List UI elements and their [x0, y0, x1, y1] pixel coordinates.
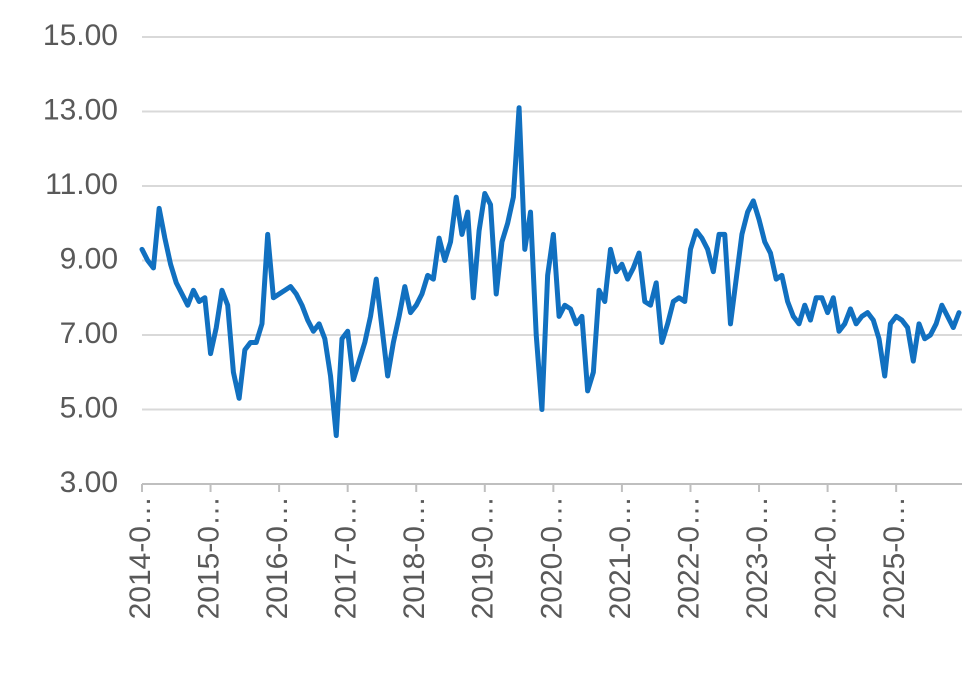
x-tick-label: 2018-0…	[398, 496, 431, 619]
x-tick-label: 2022-0…	[672, 496, 705, 619]
data-line	[139, 105, 962, 439]
x-tick-label: 2024-0…	[810, 496, 843, 619]
x-tick-label: 2016-0…	[261, 496, 294, 619]
y-tick-label: 3.00	[60, 466, 118, 499]
x-tick-label: 2014-0…	[124, 496, 157, 619]
x-tick-label: 2017-0…	[330, 496, 363, 619]
y-tick-label: 11.00	[45, 168, 118, 201]
x-tick-label: 2023-0…	[741, 496, 774, 619]
x-tick-label: 2020-0…	[535, 496, 568, 619]
y-tick-label: 9.00	[60, 242, 118, 275]
y-tick-label: 7.00	[60, 317, 118, 350]
x-tick-label: 2019-0…	[467, 496, 500, 619]
y-tick-label: 13.00	[43, 93, 118, 126]
x-tick-label: 2021-0…	[604, 496, 637, 619]
y-tick-label: 15.00	[43, 19, 118, 52]
x-tick-label: 2025-0…	[878, 496, 911, 619]
y-tick-label: 5.00	[60, 391, 118, 424]
x-tick-label: 2015-0…	[192, 496, 225, 619]
